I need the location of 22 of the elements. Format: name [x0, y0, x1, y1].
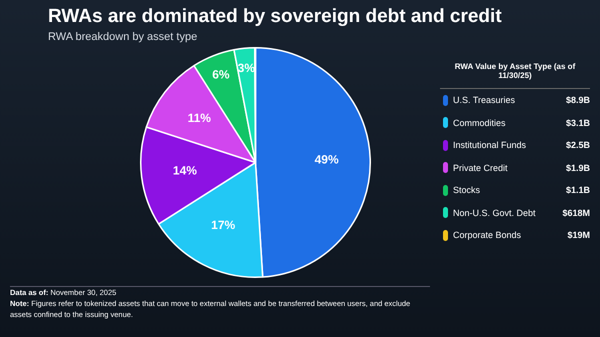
legend-label: Non-U.S. Govt. Debt	[453, 208, 537, 218]
legend-label: Private Credit	[453, 162, 509, 173]
data-label: 17%	[211, 218, 236, 232]
data-label: 14%	[172, 164, 198, 178]
legend-label: Stocks	[453, 185, 482, 196]
text: $1.1B	[566, 185, 590, 196]
text: $1.9B	[566, 162, 590, 173]
text: $2.5B	[566, 140, 590, 150]
text: $19M	[567, 230, 590, 240]
legend-label: Corporate Bonds	[453, 230, 522, 240]
legend-title: RWA Value by Asset Type (as of 11/30/25)	[454, 62, 576, 80]
chart-subtitle: RWA breakdown by asset type	[48, 31, 198, 43]
data-label: 11%	[188, 111, 212, 126]
text: $3.1B	[566, 118, 590, 128]
slice-label: U.S. Treasuries	[453, 95, 516, 106]
legend-label: Commodities	[453, 118, 507, 128]
data-label: 6%	[212, 67, 230, 82]
legend-label: Institutional Funds	[453, 140, 528, 150]
data-label: 49%	[314, 152, 339, 167]
chart-title: RWAs are dominated by sovereign debt and credit	[48, 6, 502, 28]
text: $8.9B	[566, 95, 590, 106]
text: $618M	[562, 208, 590, 218]
